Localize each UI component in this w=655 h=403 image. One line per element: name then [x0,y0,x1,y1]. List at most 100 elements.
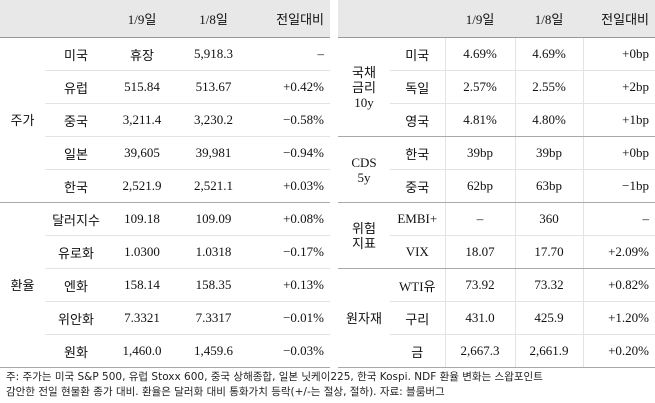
cell: – [583,202,655,236]
table-row: 국채 금리 10y 미국 4.69% 4.69% +0bp [338,37,655,137]
row-label: 한국 [390,136,446,170]
row-label: WTI유 [390,268,446,302]
cell: 4.69% [445,37,516,71]
cell: +1.20% [583,301,655,335]
table-row: 위안화 7.3321 7.3317 −0.01% [0,301,330,335]
cell: 39,981 [177,136,250,170]
group-label-line: 원자재 [346,310,382,326]
footnote-line: 감안한 전일 현물환 종가 대비. 환율은 달러화 대비 통화가치 등락(+/-… [6,386,445,398]
header-cell: 전일대비 [250,0,330,38]
cell: 4.69% [515,37,584,71]
header-cell [338,0,445,38]
header-cell: 전일대비 [583,0,655,38]
header-row: 1/9일 1/8일 전일대비 [338,0,655,38]
table-row: 한국 2,521.9 2,521.1 +0.03% [0,169,330,203]
cell: 3,211.4 [107,103,177,137]
cell: 1,460.0 [107,334,177,368]
group-label-line: 국채 [352,64,376,80]
row-label: 미국 [45,37,107,71]
cell: 4.80% [515,103,584,137]
cell: +0bp [583,136,655,170]
row-label: 구리 [390,301,446,335]
cell: 515.84 [107,70,177,104]
cell: +0.42% [250,70,330,104]
table-row: 주가 미국 휴장 5,918.3– [0,37,330,203]
cell: 109.09 [177,202,250,236]
row-label: EMBI+ [390,202,446,236]
row-label: 위안화 [45,301,107,335]
cell: 158.35 [177,268,250,302]
table-row: 구리 431.0 425.9 +1.20% [338,301,655,335]
table-row: 금 2,667.3 2,661.9 +0.20% [338,334,655,368]
cell: −0.17% [250,235,330,269]
table-row: 엔화 158.14 158.35 +0.13% [0,268,330,302]
table-row: 독일 2.57% 2.55% +2bp [338,70,655,104]
table-row: 환율 달러지수 109.18 109.09 +0.08% [0,202,330,368]
header-cell: 1/8일 [515,0,583,38]
right-table: 1/9일 1/8일 전일대비 국채 금리 10y 미국 4.69% 4.69% +0bp 독일 2.5… [338,0,655,368]
table-row: 위험 지표 EMBI+ –360– [338,202,655,269]
table-row: VIX 18.07 17.70 +2.09% [338,235,655,269]
table-row: 유럽 515.84 513.67 +0.42% [0,70,330,104]
cell: 2,521.9 [107,169,177,203]
footnote-line: 주: 주가는 미국 S&P 500, 유럽 Stoxx 600, 중국 상해종합… [6,371,543,383]
footnote: 주: 주가는 미국 S&P 500, 유럽 Stoxx 600, 중국 상해종합… [6,370,543,400]
cell: 1,459.6 [177,334,250,368]
cell: 39bp [515,136,584,170]
cell: 109.18 [107,202,177,236]
group-label: 원자재 [338,268,390,368]
row-label: 달러지수 [45,202,107,236]
cell: +0.20% [583,334,655,368]
row-label: 중국 [45,103,107,137]
cell: 513.67 [177,70,250,104]
cell: −0.58% [250,103,330,137]
cell: +0.82% [583,268,655,302]
cell: 158.14 [107,268,177,302]
row-label: 미국 [390,37,446,71]
cell: 73.92 [445,268,516,302]
cell: +0.08% [250,202,330,236]
cell: 62bp [445,169,516,203]
cell: 431.0 [445,301,516,335]
header-cell: 1/9일 [107,0,177,38]
cell: 2,661.9 [515,334,584,368]
group-label-line: CDS [351,154,377,170]
cell: 2,667.3 [445,334,516,368]
table-row: 중국 3,211.4 3,230.2 −0.58% [0,103,330,137]
cell: +0bp [583,37,655,71]
cell: −0.03% [250,334,330,368]
row-label: 독일 [390,70,446,104]
cell: +1bp [583,103,655,137]
header-cell [0,0,107,38]
cell: 73.32 [515,268,584,302]
cell: 2,521.1 [177,169,250,203]
table-row: 일본 39,605 39,981 −0.94% [0,136,330,170]
group-label: CDS 5y [338,136,390,203]
table-row: 원화 1,460.0 1,459.6 −0.03% [0,334,330,368]
row-label: 금 [390,334,446,368]
cell: 360 [515,202,584,236]
cell: 4.81% [445,103,516,137]
cell: 2.55% [515,70,584,104]
header-row: 1/9일 1/8일 전일대비 [0,0,330,38]
cell: +2.09% [583,235,655,269]
group-label-line: 지표 [352,235,376,251]
row-label: 엔화 [45,268,107,302]
cell: 7.3317 [177,301,250,335]
group-label-line: 환율 [10,277,35,293]
cell: 휴장 [107,37,177,71]
cell: 3,230.2 [177,103,250,137]
group-label-line: 금리 [352,79,376,95]
cell: −1bp [583,169,655,203]
row-label: 한국 [45,169,107,203]
cell: 5,918.3 [177,37,250,71]
group-label: 주가 [0,37,45,203]
table-row: 원자재 WTI유 73.92 73.32 +0.82% [338,268,655,368]
cell: −0.94% [250,136,330,170]
cell: 17.70 [515,235,584,269]
cell: – [445,202,516,236]
cell: – [250,37,330,71]
row-label: 일본 [45,136,107,170]
cell: 39,605 [107,136,177,170]
